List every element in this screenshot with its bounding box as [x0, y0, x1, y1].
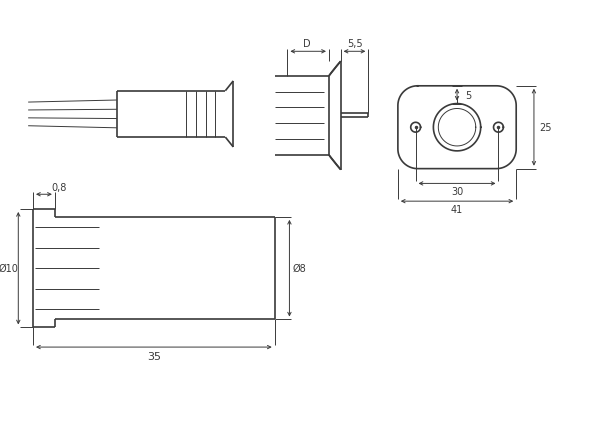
Text: 5: 5 [465, 90, 471, 101]
Text: 5,5: 5,5 [347, 39, 362, 49]
Text: D: D [304, 39, 311, 49]
Text: 35: 35 [147, 351, 161, 361]
Text: 25: 25 [539, 123, 552, 133]
Text: 30: 30 [451, 187, 463, 197]
Text: 41: 41 [451, 204, 463, 215]
Text: 0,8: 0,8 [51, 183, 67, 193]
Text: Ø10: Ø10 [0, 264, 19, 273]
Text: Ø8: Ø8 [292, 264, 306, 273]
